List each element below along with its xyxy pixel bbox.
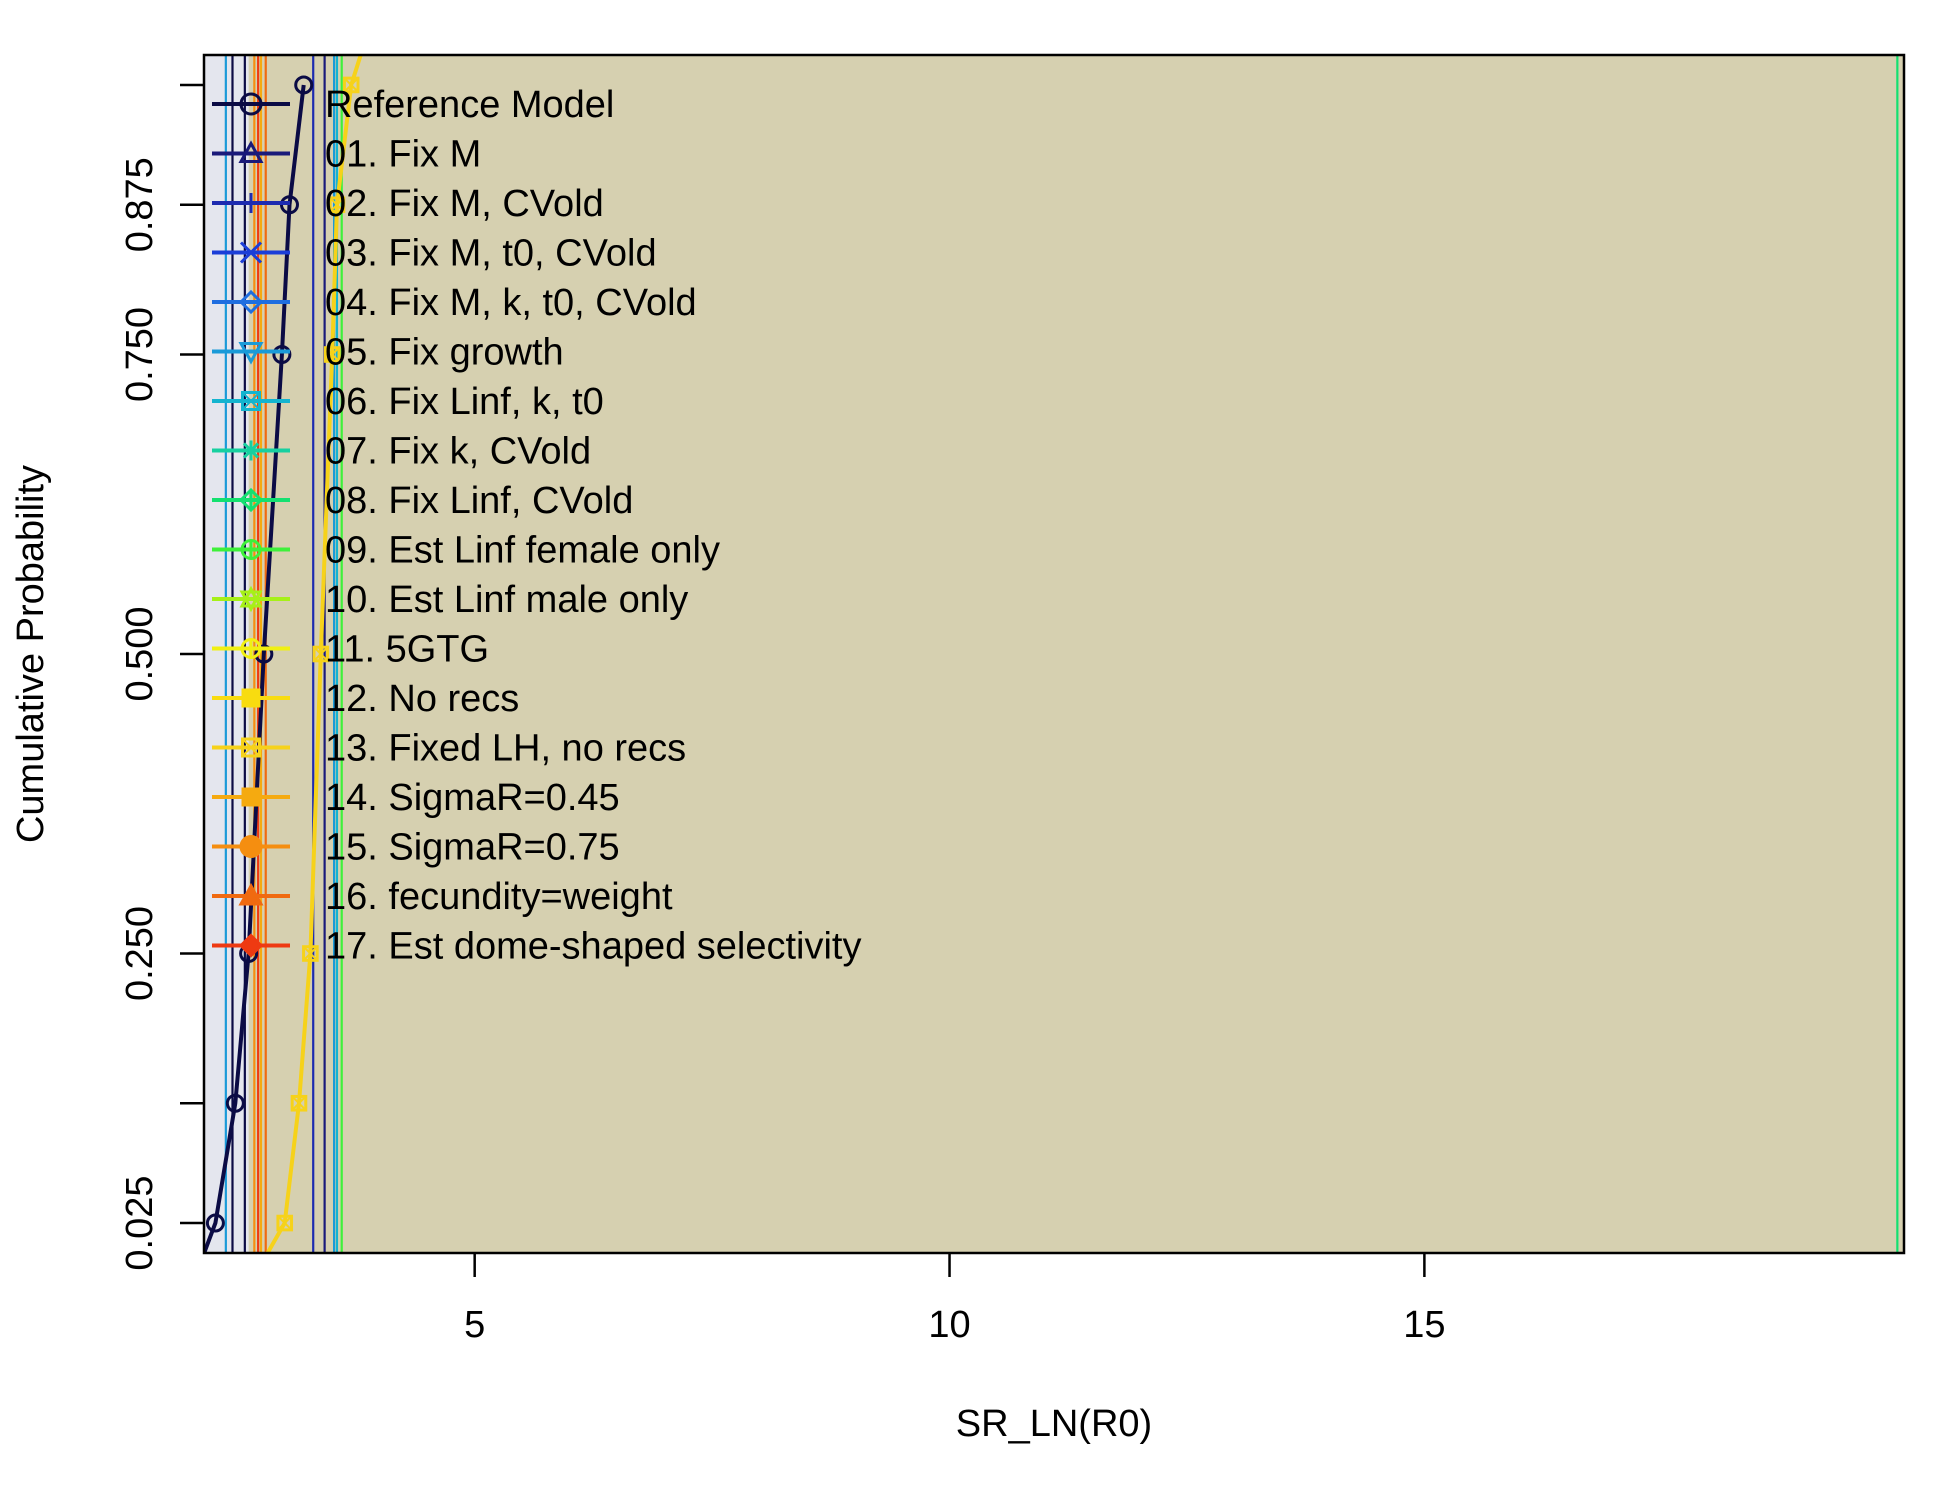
y-tick-label: 0.500 (119, 606, 161, 701)
legend-entry: 13. Fixed LH, no recs (212, 728, 686, 770)
legend-entry: 03. Fix M, t0, CVold (212, 233, 657, 275)
legend-entry: 11. 5GTG (212, 629, 489, 671)
marker (238, 882, 264, 906)
legend-entry: 16. fecundity=weight (212, 876, 673, 918)
marker (238, 289, 264, 315)
marker (294, 75, 314, 95)
x-tick-label: 15 (1403, 1304, 1445, 1346)
marker (302, 945, 318, 962)
legend-label: 09. Est Linf female only (325, 530, 720, 572)
legend-entry: 07. Fix k, CVold (212, 431, 591, 473)
marker (239, 590, 263, 613)
legend-entry: 17. Est dome-shaped selectivity (212, 926, 862, 968)
y-tick-label: 0.250 (119, 906, 161, 1001)
legend-label: 14. SigmaR=0.45 (325, 777, 620, 819)
marker (254, 644, 274, 664)
legend-entry: 14. SigmaR=0.45 (212, 777, 620, 819)
marker (312, 645, 330, 663)
legend-entry: 01. Fix M (212, 134, 481, 176)
legend-label: 13. Fixed LH, no recs (325, 728, 686, 770)
marker (323, 346, 341, 363)
marker (238, 342, 264, 365)
marker (241, 787, 261, 807)
y-tick-label: 0.875 (119, 157, 161, 252)
series-line (265, 55, 363, 1253)
legend-label: 11. 5GTG (325, 629, 489, 671)
axes: 5 10 15 0.025 0.250 0.500 0.750 0.875 (119, 83, 1446, 1346)
marker (276, 1214, 294, 1232)
legend-entry: 02. Fix M, CVold (212, 183, 604, 225)
marker (205, 1213, 225, 1233)
plot-background (204, 55, 1904, 1253)
legend-label: Reference Model (325, 84, 614, 126)
y-tick-label: 0.025 (119, 1176, 161, 1271)
x-tick-label: 10 (928, 1304, 970, 1346)
marker (241, 738, 261, 757)
y-tick-label: 0.750 (119, 307, 161, 402)
marker (329, 197, 345, 213)
legend-label: 16. fecundity=weight (325, 876, 673, 918)
legend-entry: 15. SigmaR=0.75 (212, 827, 620, 869)
x-tick-label: 5 (464, 1304, 485, 1346)
marker (272, 345, 292, 364)
marker (342, 76, 360, 94)
legend-label: 12. No recs (325, 678, 519, 720)
marker (302, 945, 319, 962)
legend-label: 05. Fix growth (325, 332, 564, 374)
legend-entry: 12. No recs (212, 678, 519, 720)
marker (239, 241, 263, 264)
marker (225, 1093, 245, 1113)
marker (239, 835, 263, 858)
legend-entry: 09. Est Linf female only (212, 530, 720, 572)
marker (343, 77, 359, 93)
y-axis-label: Cumulative Probability (10, 465, 52, 843)
marker (238, 933, 264, 958)
marker (241, 391, 261, 411)
legend-entry: 04. Fix M, k, t0, CVold (212, 282, 697, 324)
marker (241, 391, 261, 411)
legend-entry: 10. Est Linf male only (212, 579, 688, 621)
legend-label: 06. Fix Linf, k, t0 (325, 381, 604, 423)
marker (242, 442, 260, 459)
marker (241, 688, 261, 708)
legend-entry: 05. Fix growth (212, 332, 564, 374)
marker (277, 1215, 293, 1231)
plot-fill (204, 55, 1904, 1253)
x-axis-label: SR_LN(R0) (956, 1403, 1152, 1445)
legend-entry: 06. Fix Linf, k, t0 (212, 381, 604, 423)
legend-label: 01. Fix M (325, 134, 481, 176)
marker (324, 346, 340, 363)
legend-label: 02. Fix M, CVold (325, 183, 604, 225)
marker (238, 140, 264, 163)
legend-label: 08. Fix Linf, CVold (325, 480, 633, 522)
legend-label: 10. Est Linf male only (325, 579, 688, 621)
legend: Reference Model 01. Fix M 02. Fix M, CVold… (212, 84, 862, 968)
marker (313, 646, 329, 662)
legend-entry: Reference Model (212, 84, 614, 126)
legend-label: 04. Fix M, k, t0, CVold (325, 282, 697, 324)
legend-label: 15. SigmaR=0.75 (325, 827, 620, 869)
marker (291, 1095, 307, 1111)
marker (239, 92, 263, 116)
legend-label: 07. Fix k, CVold (325, 431, 591, 473)
legend-label: 03. Fix M, t0, CVold (325, 233, 657, 275)
marker (241, 737, 261, 758)
marker (328, 196, 346, 214)
legend-entry: 08. Fix Linf, CVold (212, 480, 633, 522)
legend-label: 17. Est dome-shaped selectivity (325, 926, 862, 968)
marker (290, 1094, 308, 1112)
